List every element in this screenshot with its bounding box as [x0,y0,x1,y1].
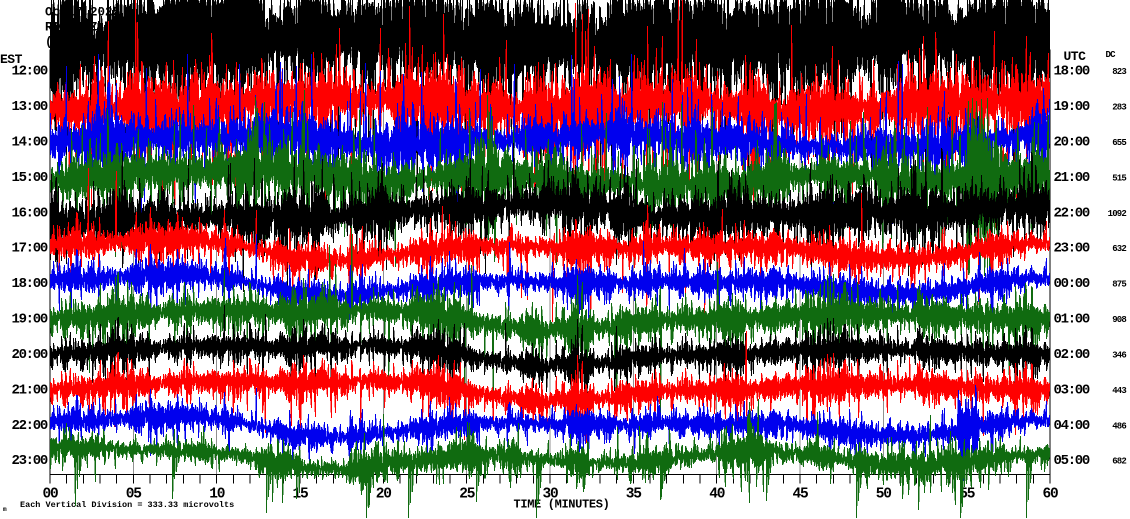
svg-text:346: 346 [1112,351,1126,361]
svg-text:22:00: 22:00 [11,418,47,434]
svg-text:823: 823 [1112,67,1126,77]
svg-text:443: 443 [1112,386,1126,396]
svg-text:04:00: 04:00 [1054,418,1090,434]
svg-text:TIME (MINUTES): TIME (MINUTES) [514,498,610,512]
svg-text:50: 50 [876,487,892,503]
svg-text:16:00: 16:00 [11,205,47,221]
svg-text:02:00: 02:00 [1054,347,1090,363]
svg-text:515: 515 [1112,173,1126,183]
svg-text:18:00: 18:00 [1054,64,1090,80]
svg-text:682: 682 [1112,457,1126,467]
svg-text:12:00: 12:00 [11,64,47,80]
svg-text:14:00: 14:00 [11,134,47,150]
svg-text:20:00: 20:00 [11,347,47,363]
svg-text:908: 908 [1112,315,1126,325]
svg-text:13:00: 13:00 [11,99,47,115]
svg-text:23:00: 23:00 [1054,241,1090,257]
svg-text:23:00: 23:00 [11,453,47,469]
svg-text:DC: DC [1106,50,1117,60]
svg-text:25: 25 [459,487,475,503]
svg-text:19:00: 19:00 [11,312,47,328]
svg-text:03:00: 03:00 [1054,382,1090,398]
svg-text:1092: 1092 [1108,209,1127,219]
svg-text:17:00: 17:00 [11,241,47,257]
svg-text:35: 35 [626,487,642,503]
svg-text:60: 60 [1042,487,1058,503]
svg-text:15: 15 [292,487,308,503]
svg-text:EST: EST [0,52,23,67]
svg-text:875: 875 [1112,280,1126,290]
svg-text:22:00: 22:00 [1054,205,1090,221]
svg-text:21:00: 21:00 [1054,170,1090,186]
svg-text:45: 45 [792,487,808,503]
svg-text:10: 10 [209,487,225,503]
svg-text:486: 486 [1112,421,1126,431]
svg-text:05:00: 05:00 [1054,453,1090,469]
svg-text:632: 632 [1112,244,1126,254]
svg-text:m: m [3,506,7,513]
svg-text:283: 283 [1112,103,1126,113]
svg-text:Each Vertical Division = 333.: Each Vertical Division = 333.33 microvol… [20,500,234,510]
svg-text:UTC: UTC [1064,49,1087,64]
svg-text:00: 00 [42,487,58,503]
svg-text:15:00: 15:00 [11,170,47,186]
svg-text:19:00: 19:00 [1054,99,1090,115]
svg-text:21:00: 21:00 [11,382,47,398]
svg-text:20:00: 20:00 [1054,134,1090,150]
svg-text:20: 20 [376,487,392,503]
svg-text:05: 05 [126,487,142,503]
svg-text:00:00: 00:00 [1054,276,1090,292]
svg-text:30: 30 [542,487,558,503]
svg-text:01:00: 01:00 [1054,312,1090,328]
svg-text:18:00: 18:00 [11,276,47,292]
svg-text:40: 40 [709,487,725,503]
svg-text:655: 655 [1112,138,1126,148]
